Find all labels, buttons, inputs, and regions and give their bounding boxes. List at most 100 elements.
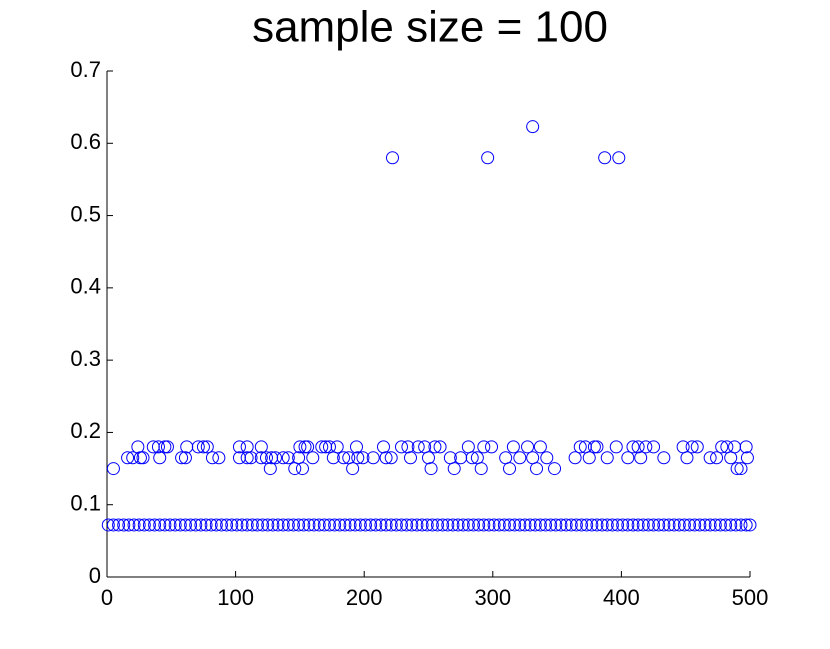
point bbox=[420, 518, 434, 532]
point bbox=[153, 451, 167, 465]
point bbox=[461, 518, 475, 532]
point bbox=[281, 518, 295, 532]
point bbox=[456, 518, 470, 532]
point bbox=[523, 518, 537, 532]
point bbox=[548, 462, 562, 476]
x-tick-label: 500 bbox=[732, 585, 769, 610]
point bbox=[518, 518, 532, 532]
point bbox=[204, 518, 218, 532]
point bbox=[205, 451, 219, 465]
point bbox=[131, 440, 145, 454]
point bbox=[634, 451, 648, 465]
point bbox=[549, 518, 563, 532]
point bbox=[639, 440, 653, 454]
point bbox=[292, 518, 306, 532]
point bbox=[710, 451, 724, 465]
x-tick-label: 400 bbox=[603, 585, 640, 610]
point bbox=[526, 120, 540, 134]
point bbox=[487, 518, 501, 532]
point bbox=[715, 440, 729, 454]
point bbox=[724, 518, 738, 532]
point bbox=[394, 518, 408, 532]
point bbox=[734, 518, 748, 532]
point bbox=[173, 518, 187, 532]
point bbox=[740, 451, 754, 465]
point bbox=[544, 518, 558, 532]
point bbox=[590, 440, 604, 454]
point bbox=[492, 518, 506, 532]
point bbox=[477, 518, 491, 532]
point bbox=[734, 462, 748, 476]
point bbox=[353, 518, 367, 532]
point bbox=[482, 518, 496, 532]
point bbox=[168, 518, 182, 532]
point bbox=[533, 518, 547, 532]
point bbox=[121, 451, 135, 465]
point bbox=[587, 440, 601, 454]
point bbox=[621, 451, 635, 465]
point bbox=[609, 440, 623, 454]
point bbox=[539, 518, 553, 532]
point bbox=[657, 518, 671, 532]
point bbox=[160, 440, 174, 454]
point bbox=[422, 451, 435, 465]
point bbox=[703, 451, 717, 465]
point bbox=[306, 451, 320, 465]
point bbox=[559, 518, 573, 532]
x-tick-label: 300 bbox=[474, 585, 511, 610]
point bbox=[513, 451, 527, 465]
point bbox=[117, 518, 131, 532]
point bbox=[425, 518, 439, 532]
point bbox=[580, 518, 594, 532]
point bbox=[268, 451, 282, 465]
point bbox=[447, 462, 461, 476]
point bbox=[286, 518, 300, 532]
point bbox=[199, 518, 213, 532]
point bbox=[151, 440, 165, 454]
point bbox=[106, 462, 120, 476]
point bbox=[322, 518, 336, 532]
chart-title: sample size = 100 bbox=[252, 3, 608, 52]
point bbox=[194, 518, 208, 532]
point bbox=[481, 151, 495, 165]
point bbox=[506, 440, 520, 454]
point bbox=[730, 462, 744, 476]
point bbox=[256, 518, 270, 532]
point bbox=[472, 518, 486, 532]
point bbox=[605, 518, 619, 532]
point bbox=[652, 518, 666, 532]
point bbox=[424, 462, 438, 476]
y-tick-label: 0.7 bbox=[70, 57, 101, 82]
point bbox=[358, 518, 372, 532]
point bbox=[411, 440, 425, 454]
point bbox=[582, 451, 596, 465]
point bbox=[641, 518, 655, 532]
point bbox=[235, 518, 249, 532]
x-tick-label: 200 bbox=[346, 585, 383, 610]
point bbox=[431, 518, 445, 532]
point bbox=[477, 440, 491, 454]
point bbox=[263, 462, 277, 476]
point bbox=[569, 518, 583, 532]
point bbox=[142, 518, 156, 532]
point bbox=[254, 451, 268, 465]
point bbox=[214, 518, 228, 532]
point bbox=[385, 151, 399, 165]
point bbox=[136, 451, 150, 465]
point bbox=[636, 518, 650, 532]
y-tick-label: 0.2 bbox=[70, 418, 101, 443]
point bbox=[295, 462, 309, 476]
point bbox=[677, 518, 691, 532]
y-tick-label: 0 bbox=[89, 563, 101, 588]
point bbox=[244, 451, 258, 465]
point bbox=[302, 518, 316, 532]
point bbox=[189, 518, 203, 532]
point bbox=[178, 518, 192, 532]
point bbox=[266, 518, 280, 532]
x-tick-label: 100 bbox=[217, 585, 254, 610]
point bbox=[503, 462, 517, 476]
point bbox=[212, 451, 226, 465]
point bbox=[158, 440, 172, 454]
point bbox=[298, 440, 312, 454]
